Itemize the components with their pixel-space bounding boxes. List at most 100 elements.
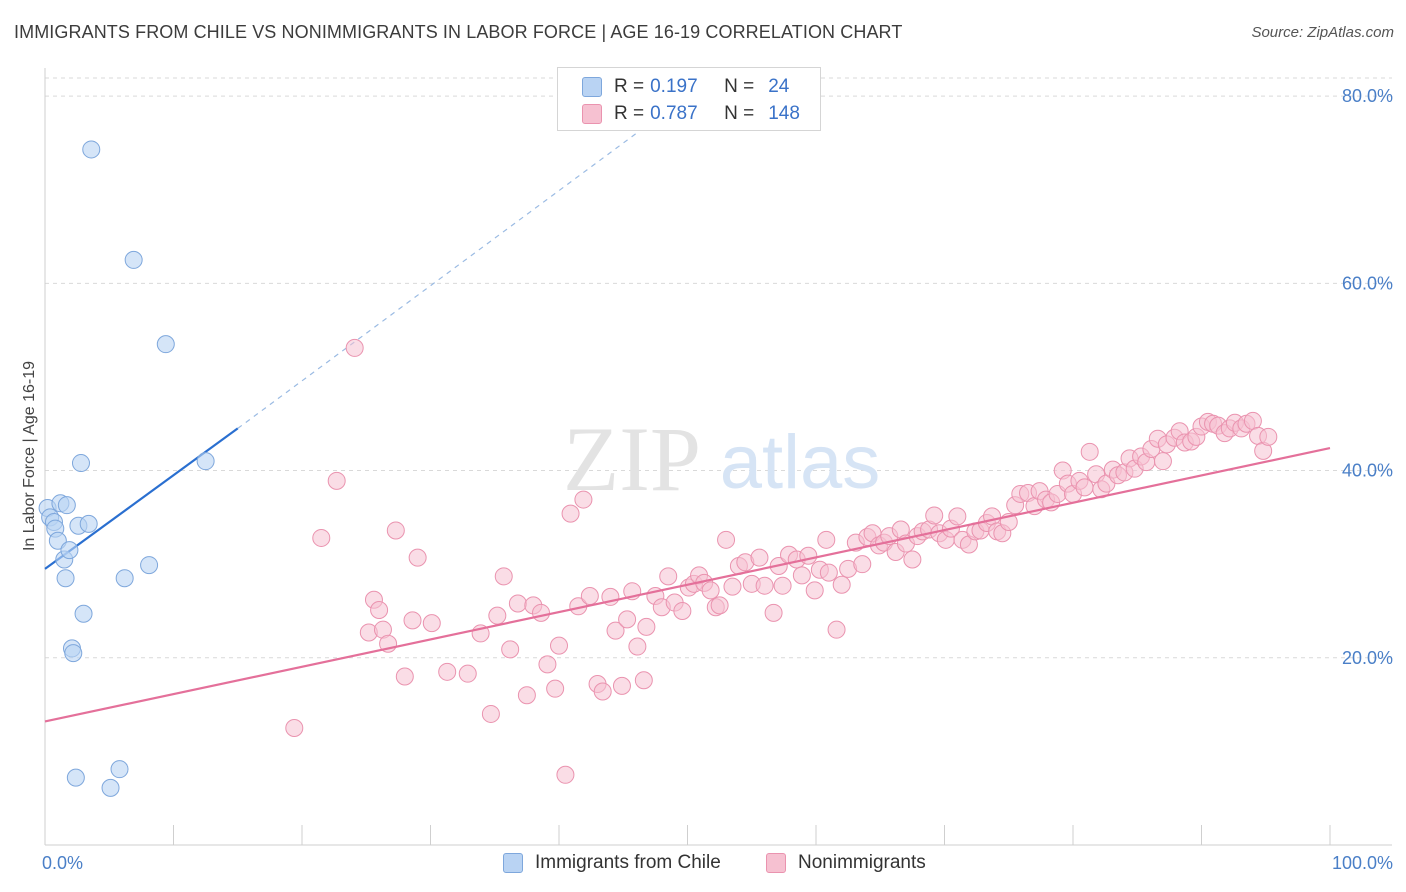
data-point-nonimmigrants <box>1153 452 1172 471</box>
data-point-nonimmigrants <box>517 686 536 705</box>
data-point-nonimmigrants <box>606 621 625 640</box>
data-point-nonimmigrants <box>805 581 824 600</box>
data-point-nonimmigrants <box>538 655 557 674</box>
data-point-nonimmigrants <box>637 617 656 636</box>
data-point-nonimmigrants <box>574 490 593 509</box>
x-tick-label: 100.0% <box>1332 853 1393 873</box>
axes <box>44 68 1392 846</box>
data-point-nonimmigrants <box>1259 427 1278 446</box>
data-point-chile <box>156 335 175 354</box>
legend-label-nonimmigrants: Nonimmigrants <box>798 852 926 873</box>
data-point-nonimmigrants <box>312 528 331 547</box>
data-point-nonimmigrants <box>612 676 631 695</box>
legend-swatch-chile <box>503 853 523 873</box>
data-point-nonimmigrants <box>408 548 427 567</box>
data-point-nonimmigrants <box>345 338 364 357</box>
data-point-nonimmigrants <box>618 610 637 629</box>
data-point-nonimmigrants <box>556 765 575 784</box>
data-point-chile <box>79 514 98 533</box>
data-point-chile <box>140 556 159 575</box>
watermark-atlas: atlas <box>720 420 881 505</box>
data-point-nonimmigrants <box>1243 411 1262 430</box>
data-point-chile <box>57 496 76 515</box>
legend-n-label: N = <box>724 103 755 124</box>
trend-line-chile-extension <box>237 133 637 429</box>
data-point-nonimmigrants <box>773 576 792 595</box>
legend-n-label: N = <box>724 76 755 97</box>
data-point-nonimmigrants <box>285 718 304 737</box>
data-point-nonimmigrants <box>532 603 551 622</box>
data-point-nonimmigrants <box>673 601 692 620</box>
legend-n-value: 24 <box>768 76 790 97</box>
legend-label-chile: Immigrants from Chile <box>535 852 721 873</box>
data-point-nonimmigrants <box>792 566 811 585</box>
trend-line-nonimmigrants <box>44 446 1331 723</box>
trend-line-chile-solid <box>44 427 239 570</box>
data-point-nonimmigrants <box>925 506 944 525</box>
data-point-nonimmigrants <box>438 662 457 681</box>
data-point-nonimmigrants <box>1080 442 1099 461</box>
series-legend: Immigrants from Chile Nonimmigrants <box>0 852 1406 878</box>
data-point-nonimmigrants <box>386 521 405 540</box>
legend-r-value: 0.787 <box>650 103 698 124</box>
data-point-chile <box>71 454 90 473</box>
data-point-chile <box>56 569 75 588</box>
data-point-nonimmigrants <box>819 563 838 582</box>
data-point-nonimmigrants <box>983 507 1002 526</box>
data-point-chile <box>82 140 101 159</box>
data-point-nonimmigrants <box>628 637 647 656</box>
y-tick-label: 20.0% <box>1342 648 1393 668</box>
y-tick-label: 40.0% <box>1342 461 1393 481</box>
legend-item-nonimmigrants[interactable]: Nonimmigrants <box>766 852 926 874</box>
data-point-chile <box>110 760 129 779</box>
data-point-nonimmigrants <box>799 546 818 565</box>
data-point-nonimmigrants <box>827 620 846 639</box>
data-point-nonimmigrants <box>501 640 520 659</box>
data-point-nonimmigrants <box>750 548 769 567</box>
legend-swatch-nonimmigrants <box>766 853 786 873</box>
data-point-nonimmigrants <box>723 577 742 596</box>
data-point-chile <box>101 778 120 797</box>
legend-swatch-nonimmigrants <box>582 104 602 124</box>
data-point-nonimmigrants <box>458 664 477 683</box>
legend-r-label: R = <box>614 103 645 124</box>
data-point-nonimmigrants <box>659 567 678 586</box>
data-point-nonimmigrants <box>494 567 513 586</box>
data-point-nonimmigrants <box>853 555 872 574</box>
data-point-nonimmigrants <box>1075 478 1094 497</box>
legend-row-nonimmigrants: R = 0.787 N = 148 <box>582 101 800 127</box>
data-point-nonimmigrants <box>580 586 599 605</box>
chart-title: IMMIGRANTS FROM CHILE VS NONIMMIGRANTS I… <box>14 22 903 42</box>
data-point-nonimmigrants <box>634 671 653 690</box>
y-axis-title: In Labor Force | Age 16-19 <box>21 361 38 551</box>
x-tick-labels: 0.0% 100.0% <box>42 853 1393 873</box>
data-point-chile <box>60 541 79 560</box>
trend-line-chile <box>44 133 637 570</box>
data-point-nonimmigrants <box>488 606 507 625</box>
source-label: Source: ZipAtlas.com <box>1251 24 1394 41</box>
trend-line-nonimmigrants-solid <box>44 446 1331 723</box>
data-point-nonimmigrants <box>508 594 527 613</box>
data-point-chile <box>64 644 83 663</box>
x-tick-label: 0.0% <box>42 853 83 873</box>
data-point-nonimmigrants <box>755 576 774 595</box>
data-point-nonimmigrants <box>717 530 736 549</box>
data-point-nonimmigrants <box>832 575 851 594</box>
data-point-nonimmigrants <box>550 636 568 655</box>
data-point-chile <box>66 768 85 787</box>
data-point-nonimmigrants <box>327 471 346 490</box>
data-point-nonimmigrants <box>422 614 441 633</box>
data-point-chile <box>196 452 215 471</box>
data-point-chile <box>115 569 134 588</box>
legend-r-value: 0.197 <box>650 76 698 97</box>
legend-swatch-chile <box>582 77 602 97</box>
correlation-legend: R = 0.197 N = 24 R = 0.787 N = 148 <box>557 67 821 131</box>
data-point-chile <box>124 250 143 269</box>
data-point-nonimmigrants <box>395 667 414 686</box>
y-tick-label: 60.0% <box>1342 273 1393 293</box>
legend-item-chile[interactable]: Immigrants from Chile <box>503 852 721 874</box>
data-point-nonimmigrants <box>764 603 783 622</box>
data-point-nonimmigrants <box>948 507 967 526</box>
data-point-nonimmigrants <box>546 679 565 698</box>
